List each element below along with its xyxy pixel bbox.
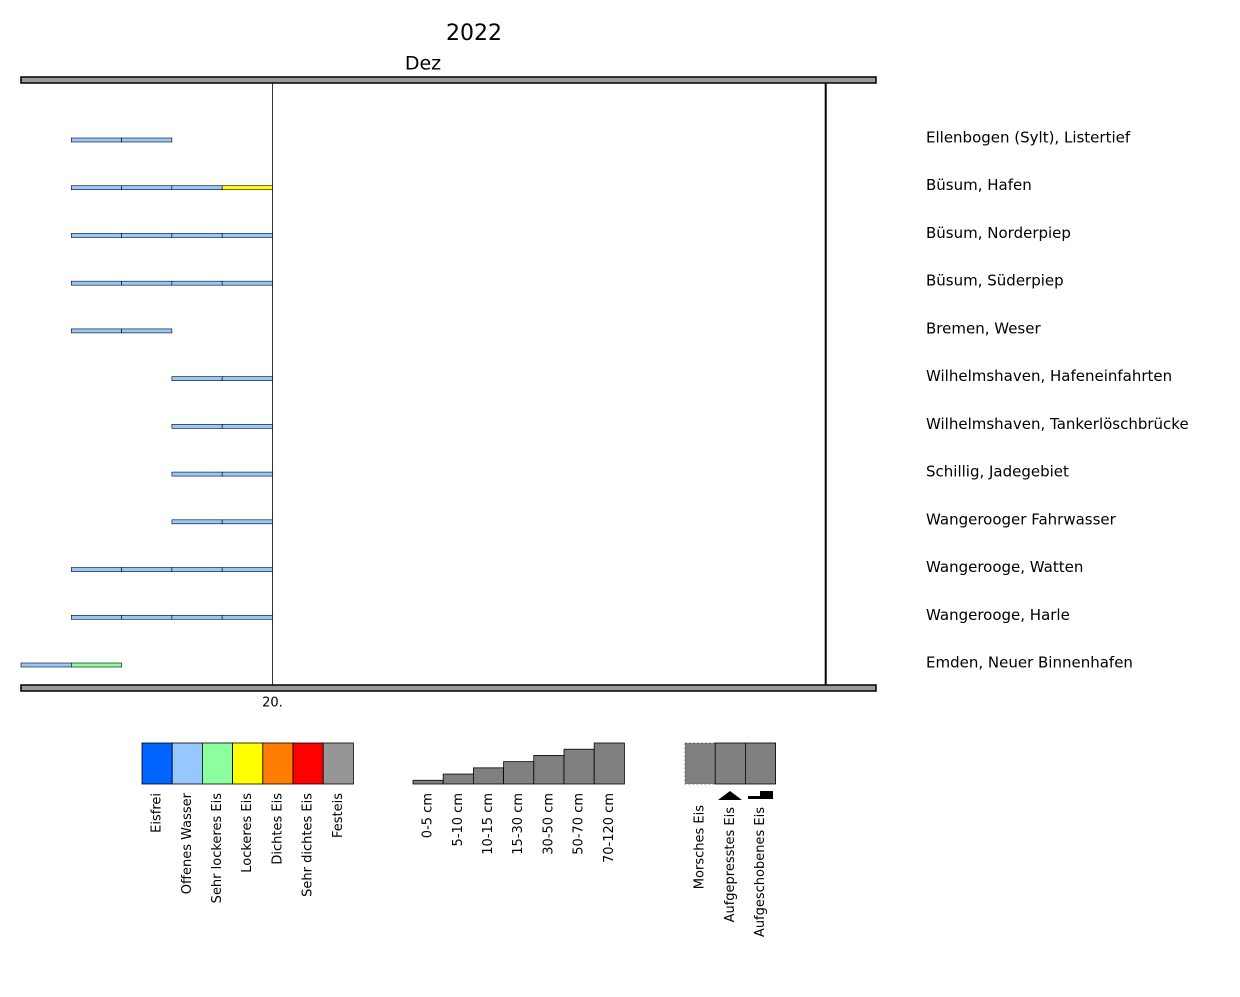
station-label: Büsum, Süderpiep (926, 272, 1064, 290)
legend-thickness (503, 761, 535, 785)
ice-bar (70, 233, 122, 238)
ice-bar (121, 280, 173, 286)
icon-rafted (748, 791, 773, 799)
legend-label: Sehr lockeres Eis (210, 793, 225, 904)
legend-label: Offenes Wasser (180, 792, 195, 894)
station-label: Büsum, Hafen (926, 176, 1032, 194)
ice-bar (121, 614, 173, 620)
ice-bar (70, 662, 122, 668)
legend-thickness (442, 773, 474, 785)
ice-bar (221, 567, 273, 572)
month-label: Dez (405, 53, 441, 75)
ice-bar (221, 233, 273, 238)
ice-bar (121, 567, 173, 572)
legend-thickness (533, 755, 565, 785)
legend-swatch (201, 742, 233, 785)
ice-bar (121, 185, 173, 191)
legend-label: 5-10 cm (451, 793, 466, 846)
ice-bar (70, 614, 122, 620)
ice-bar (171, 519, 223, 525)
legend-swatch (171, 742, 203, 785)
ice-bar (171, 424, 223, 429)
station-label: Wilhelmshaven, Tankerlöschbrücke (926, 415, 1189, 433)
station-label: Wangerooge, Watten (926, 558, 1083, 576)
legend-type (684, 742, 716, 785)
legend-label: Morsches Eis (693, 805, 708, 889)
ice-bar (70, 328, 122, 334)
legend-label: 15-30 cm (511, 793, 526, 855)
legend-swatch (292, 742, 324, 785)
station-label: Büsum, Norderpiep (926, 224, 1071, 242)
legend-thickness (563, 748, 595, 785)
legend-swatch (141, 742, 173, 785)
ice-bar (171, 280, 223, 286)
ice-bar (70, 280, 122, 286)
x-tick-label: 20. (262, 696, 283, 711)
ice-bar (221, 185, 273, 191)
ice-bar (221, 614, 273, 620)
ice-bar (171, 471, 223, 477)
ice-bar (20, 662, 72, 668)
legend-label: Festeis (331, 793, 346, 838)
ice-bar (70, 137, 122, 143)
chart-title: 2022 (446, 21, 502, 46)
legend-label: Aufgeschobenes Eis (753, 807, 768, 937)
ice-bar (171, 614, 223, 620)
legend-swatch (262, 742, 294, 785)
legend-label: 50-70 cm (572, 793, 587, 855)
legend-label: 0-5 cm (421, 793, 436, 838)
station-label: Ellenbogen (Sylt), Listertief (926, 129, 1131, 147)
ice-bar (171, 233, 223, 238)
legend-type (745, 742, 777, 785)
legend-label: Lockeres Eis (240, 793, 255, 873)
legend-thickness (593, 742, 625, 785)
station-label: Bremen, Weser (926, 319, 1041, 337)
ice-bar (221, 471, 273, 477)
ice-bar (121, 328, 173, 334)
ice-bar (221, 376, 273, 381)
legend-label: Sehr dichtes Eis (301, 793, 316, 897)
ice-bar (221, 519, 273, 525)
icon-pressed (718, 791, 742, 800)
legend-thickness (412, 779, 444, 785)
ice-bar (70, 567, 122, 572)
legend-label: Dichtes Eis (270, 793, 285, 865)
ice-bar (70, 185, 122, 191)
legend-label: 30-50 cm (541, 793, 556, 855)
ice-bar (171, 185, 223, 191)
station-label: Schillig, Jadegebiet (926, 463, 1069, 481)
ice-bar (221, 424, 273, 429)
legend-label: Eisfrei (150, 793, 165, 833)
legend-thickness (472, 767, 504, 785)
legend-label: 10-15 cm (481, 793, 496, 855)
legend-swatch (322, 742, 354, 785)
legend-label: 70-120 cm (602, 793, 617, 863)
ice-bar (221, 280, 273, 286)
frame-band (20, 684, 877, 692)
ice-bar (121, 233, 173, 238)
station-label: Wangerooger Fahrwasser (926, 510, 1117, 528)
ice-bar (171, 376, 223, 381)
legend-type (714, 742, 746, 785)
station-label: Wangerooge, Harle (926, 606, 1070, 624)
frame-band (20, 76, 877, 84)
ice-bar (171, 567, 223, 572)
legend-swatch (232, 742, 264, 785)
legend-label: Aufgepresstes Eis (723, 807, 738, 923)
station-label: Emden, Neuer Binnenhafen (926, 654, 1133, 672)
station-label: Wilhelmshaven, Hafeneinfahrten (926, 367, 1172, 385)
ice-bar (121, 137, 173, 143)
